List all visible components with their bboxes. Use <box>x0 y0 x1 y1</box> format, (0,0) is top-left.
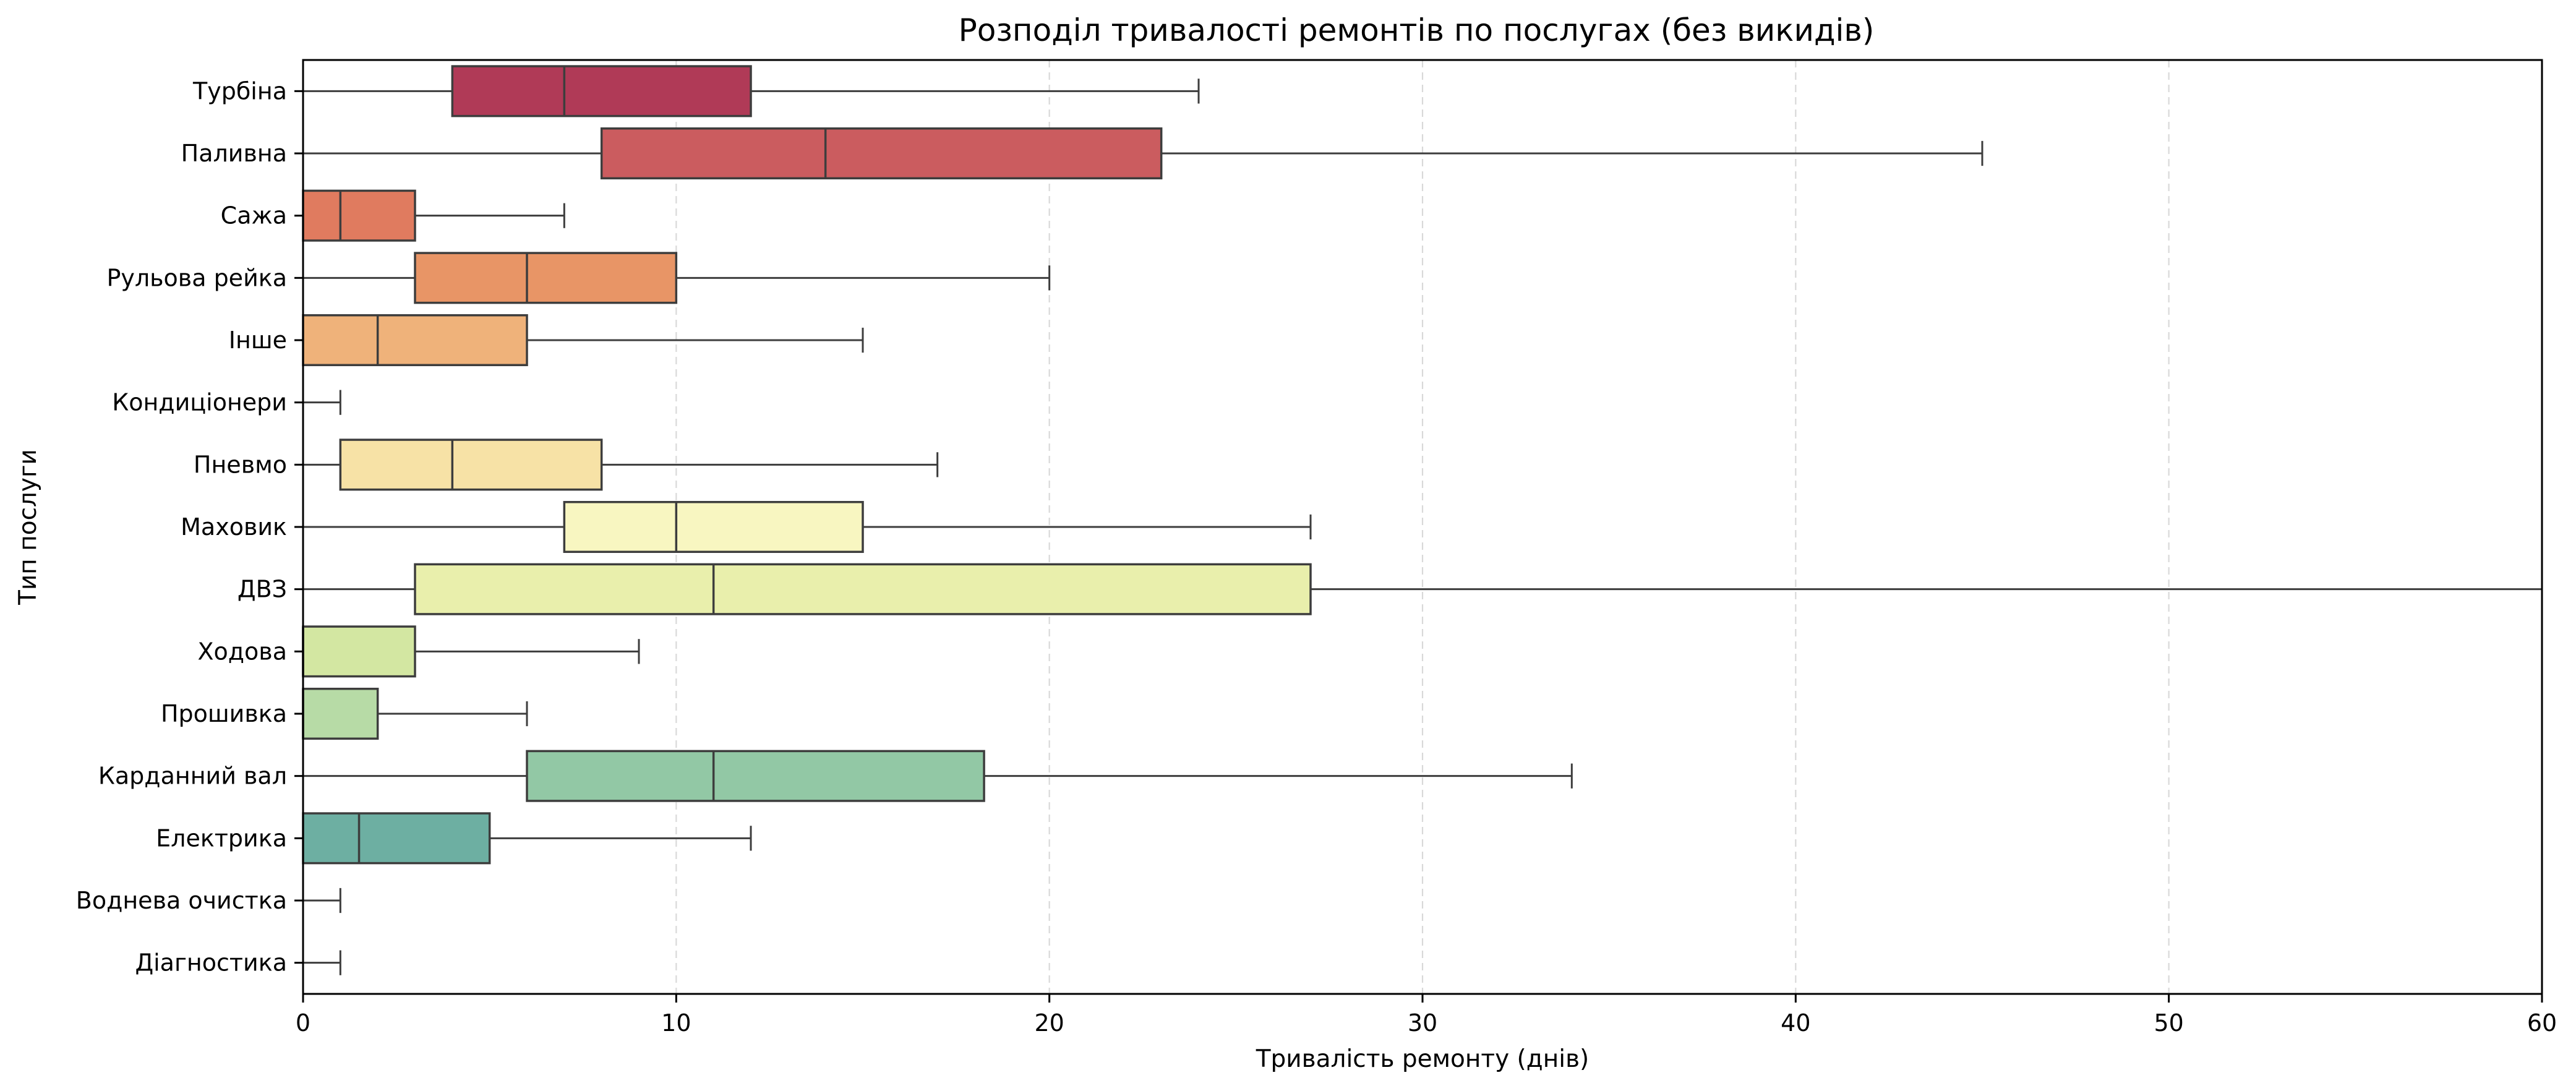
iqr-box <box>302 189 416 242</box>
x-tick-label: 10 <box>661 1009 691 1037</box>
box-10 <box>302 625 640 678</box>
x-tick-label: 20 <box>1034 1009 1064 1037</box>
y-category-label: Маховик <box>181 513 287 541</box>
iqr-box <box>414 252 678 304</box>
y-category-label: Прошивка <box>161 700 287 727</box>
iqr-box <box>302 314 528 367</box>
box-3 <box>302 189 565 242</box>
x-axis-ticks: 0 10 20 30 40 50 60 <box>296 994 2557 1037</box>
box-2 <box>303 127 1983 180</box>
box-4 <box>303 252 1051 304</box>
box-12 <box>303 750 1573 802</box>
x-tick-label: 40 <box>1781 1009 1810 1037</box>
chart-title: Розподіл тривалості ремонтів по послугах… <box>959 12 1875 48</box>
x-axis-label: Тривалість ремонту (днів) <box>1256 1045 1590 1073</box>
box-9 <box>303 563 2542 615</box>
box-1 <box>303 65 1200 118</box>
iqr-box <box>302 625 416 678</box>
box-series <box>302 65 2542 975</box>
x-tick-label: 0 <box>296 1009 310 1037</box>
box-6 <box>303 390 341 415</box>
box-5 <box>302 314 864 367</box>
box-8 <box>303 500 1312 554</box>
iqr-box <box>302 687 379 740</box>
iqr-box <box>414 563 1312 615</box>
y-category-label: Кондиціонери <box>112 389 287 416</box>
y-axis-label: Тип послуги <box>14 449 42 605</box>
x-tick-label: 50 <box>2154 1009 2183 1037</box>
y-axis-categories: Турбіна Паливна Сажа Рульова рейка Інше Конди… <box>76 77 303 977</box>
x-tick-label: 30 <box>1408 1009 1437 1037</box>
box-15 <box>303 950 341 975</box>
iqr-box <box>526 750 985 802</box>
y-category-label: Ходова <box>198 638 288 665</box>
box-14 <box>303 888 341 913</box>
y-category-label: Паливна <box>181 140 287 167</box>
y-category-label: Діагностика <box>135 949 287 977</box>
iqr-box <box>600 127 1163 180</box>
x-tick-label: 60 <box>2527 1009 2557 1037</box>
y-category-label: Воднева очистка <box>76 887 287 914</box>
y-category-label: Турбіна <box>192 77 287 105</box>
y-category-label: Карданний вал <box>98 763 287 790</box>
iqr-box <box>339 439 603 491</box>
y-category-label: Інше <box>229 327 287 354</box>
iqr-box <box>451 65 752 118</box>
y-category-label: ДВЗ <box>237 576 287 603</box>
box-13 <box>302 812 752 865</box>
box-7 <box>303 439 939 491</box>
y-category-label: Сажа <box>221 202 287 229</box>
y-category-label: Пневмо <box>194 451 287 478</box>
y-category-label: Рульова рейка <box>106 264 287 291</box>
y-category-label: Електрика <box>156 824 287 852</box>
iqr-box <box>302 812 491 865</box>
box-11 <box>302 687 528 740</box>
iqr-box <box>563 500 864 554</box>
